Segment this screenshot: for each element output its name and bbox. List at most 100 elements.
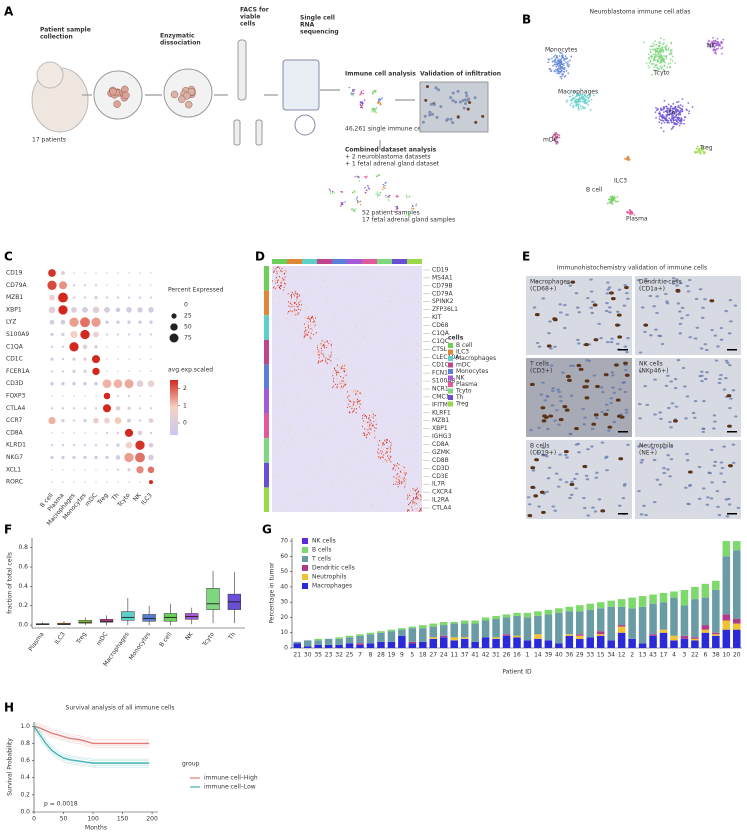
expression-dot: [128, 333, 130, 335]
bar-segment: [691, 639, 699, 641]
heatmap-speck: [344, 385, 345, 386]
heatmap-speck: [360, 341, 361, 342]
heatmap-speck: [308, 322, 309, 323]
heatmap-speck: [315, 325, 316, 326]
umap-mini-dot: [397, 208, 398, 209]
expression-dot: [47, 281, 56, 290]
heatmap-speck: [421, 508, 422, 509]
heatmap-speck: [351, 406, 352, 407]
umap-dot: [571, 102, 573, 104]
heatmap-speck: [404, 467, 405, 468]
expression-dot: [70, 331, 77, 338]
heatmap-speck: [396, 481, 397, 482]
heatmap-speck: [387, 455, 388, 456]
heatmap-speck: [401, 390, 402, 391]
heatmap-speck: [409, 493, 410, 494]
heatmap-speck: [358, 396, 359, 397]
umap-mini-dot: [416, 204, 417, 205]
y-tick-label: 50: [280, 568, 288, 575]
nucleus: [595, 417, 599, 419]
heatmap-speck: [299, 304, 300, 305]
expression-dot: [58, 305, 67, 314]
heatmap-speck: [277, 476, 278, 477]
heatmap-speck: [273, 302, 274, 303]
heatmap-speck: [373, 417, 374, 418]
umap-dot: [648, 67, 650, 69]
expression-dot: [95, 481, 96, 482]
heatmap-speck: [353, 403, 354, 404]
umap-mini-dot: [340, 205, 341, 206]
umap-mini-dot: [409, 196, 410, 197]
umap-dot: [560, 61, 562, 63]
umap-dot: [559, 55, 561, 57]
heatmap-speck: [309, 329, 310, 330]
y-tick-label: 1.0: [20, 723, 30, 730]
heatmap-speck: [398, 289, 399, 290]
umap-dot: [661, 122, 663, 124]
nucleus: [606, 341, 610, 343]
heatmap-speck: [285, 269, 286, 270]
heatmap-speck: [391, 301, 392, 302]
heatmap-speck: [337, 365, 338, 366]
nucleus: [569, 365, 573, 367]
nucleus: [583, 417, 587, 419]
expression-dot: [73, 407, 75, 409]
heatmap-speck: [352, 390, 353, 391]
step-label: dissociation: [160, 40, 201, 47]
bar-segment: [356, 643, 364, 645]
heatmap-speck: [339, 331, 340, 332]
nucleus: [713, 414, 717, 416]
heatmap-speck: [366, 445, 367, 446]
stained-cell: [570, 281, 575, 284]
umap-mini-dot: [412, 205, 413, 206]
heatmap-speck: [344, 368, 345, 369]
expression-dot: [139, 285, 140, 286]
umap-dot: [611, 201, 613, 203]
side-annotation: [264, 414, 269, 439]
umap-dot: [712, 37, 714, 39]
heatmap-speck: [358, 501, 359, 502]
stained-cell: [615, 324, 620, 327]
heatmap-speck: [416, 425, 417, 426]
bar-segment: [691, 640, 699, 648]
umap-mini-dot: [384, 188, 385, 189]
expression-dot: [62, 395, 63, 396]
umap-dot: [679, 120, 681, 122]
heatmap-speck: [389, 455, 390, 456]
nucleus: [688, 485, 692, 487]
expression-dot: [73, 284, 75, 286]
umap-mini-dot: [378, 175, 379, 176]
ihc-cell: [451, 121, 454, 124]
nucleus: [732, 444, 736, 446]
heatmap-speck: [349, 401, 350, 402]
legend-swatch: [302, 565, 308, 571]
umap-dot: [687, 102, 689, 104]
expression-dot: [139, 272, 140, 273]
heatmap-speck: [374, 416, 375, 417]
expression-dot: [80, 330, 89, 339]
heatmap-speck: [315, 473, 316, 474]
bar-segment: [367, 643, 375, 648]
heatmap-speck: [303, 361, 304, 362]
umap-mini-dot: [385, 195, 386, 196]
heatmap-speck: [306, 508, 307, 509]
nucleus: [551, 505, 555, 507]
heatmap-speck: [348, 399, 349, 400]
expression-dot: [128, 371, 129, 372]
bar-segment: [545, 614, 553, 640]
umap-mini-dot: [363, 90, 364, 91]
bar-segment: [555, 608, 563, 613]
heatmap-speck: [391, 360, 392, 361]
heatmap-speck: [384, 444, 385, 445]
tissue-piece: [121, 86, 128, 93]
nucleus: [541, 297, 545, 299]
heatmap-speck: [290, 310, 291, 311]
umap-dot: [569, 96, 571, 98]
heatmap-speck: [400, 471, 401, 472]
legend-title: Percent Expressed: [168, 287, 224, 294]
heatmap-speck: [333, 268, 334, 269]
expression-dot: [150, 296, 152, 298]
umap-dot: [663, 55, 665, 57]
tissue-piece: [178, 96, 185, 103]
y-tick-label: 0.0: [18, 622, 28, 629]
